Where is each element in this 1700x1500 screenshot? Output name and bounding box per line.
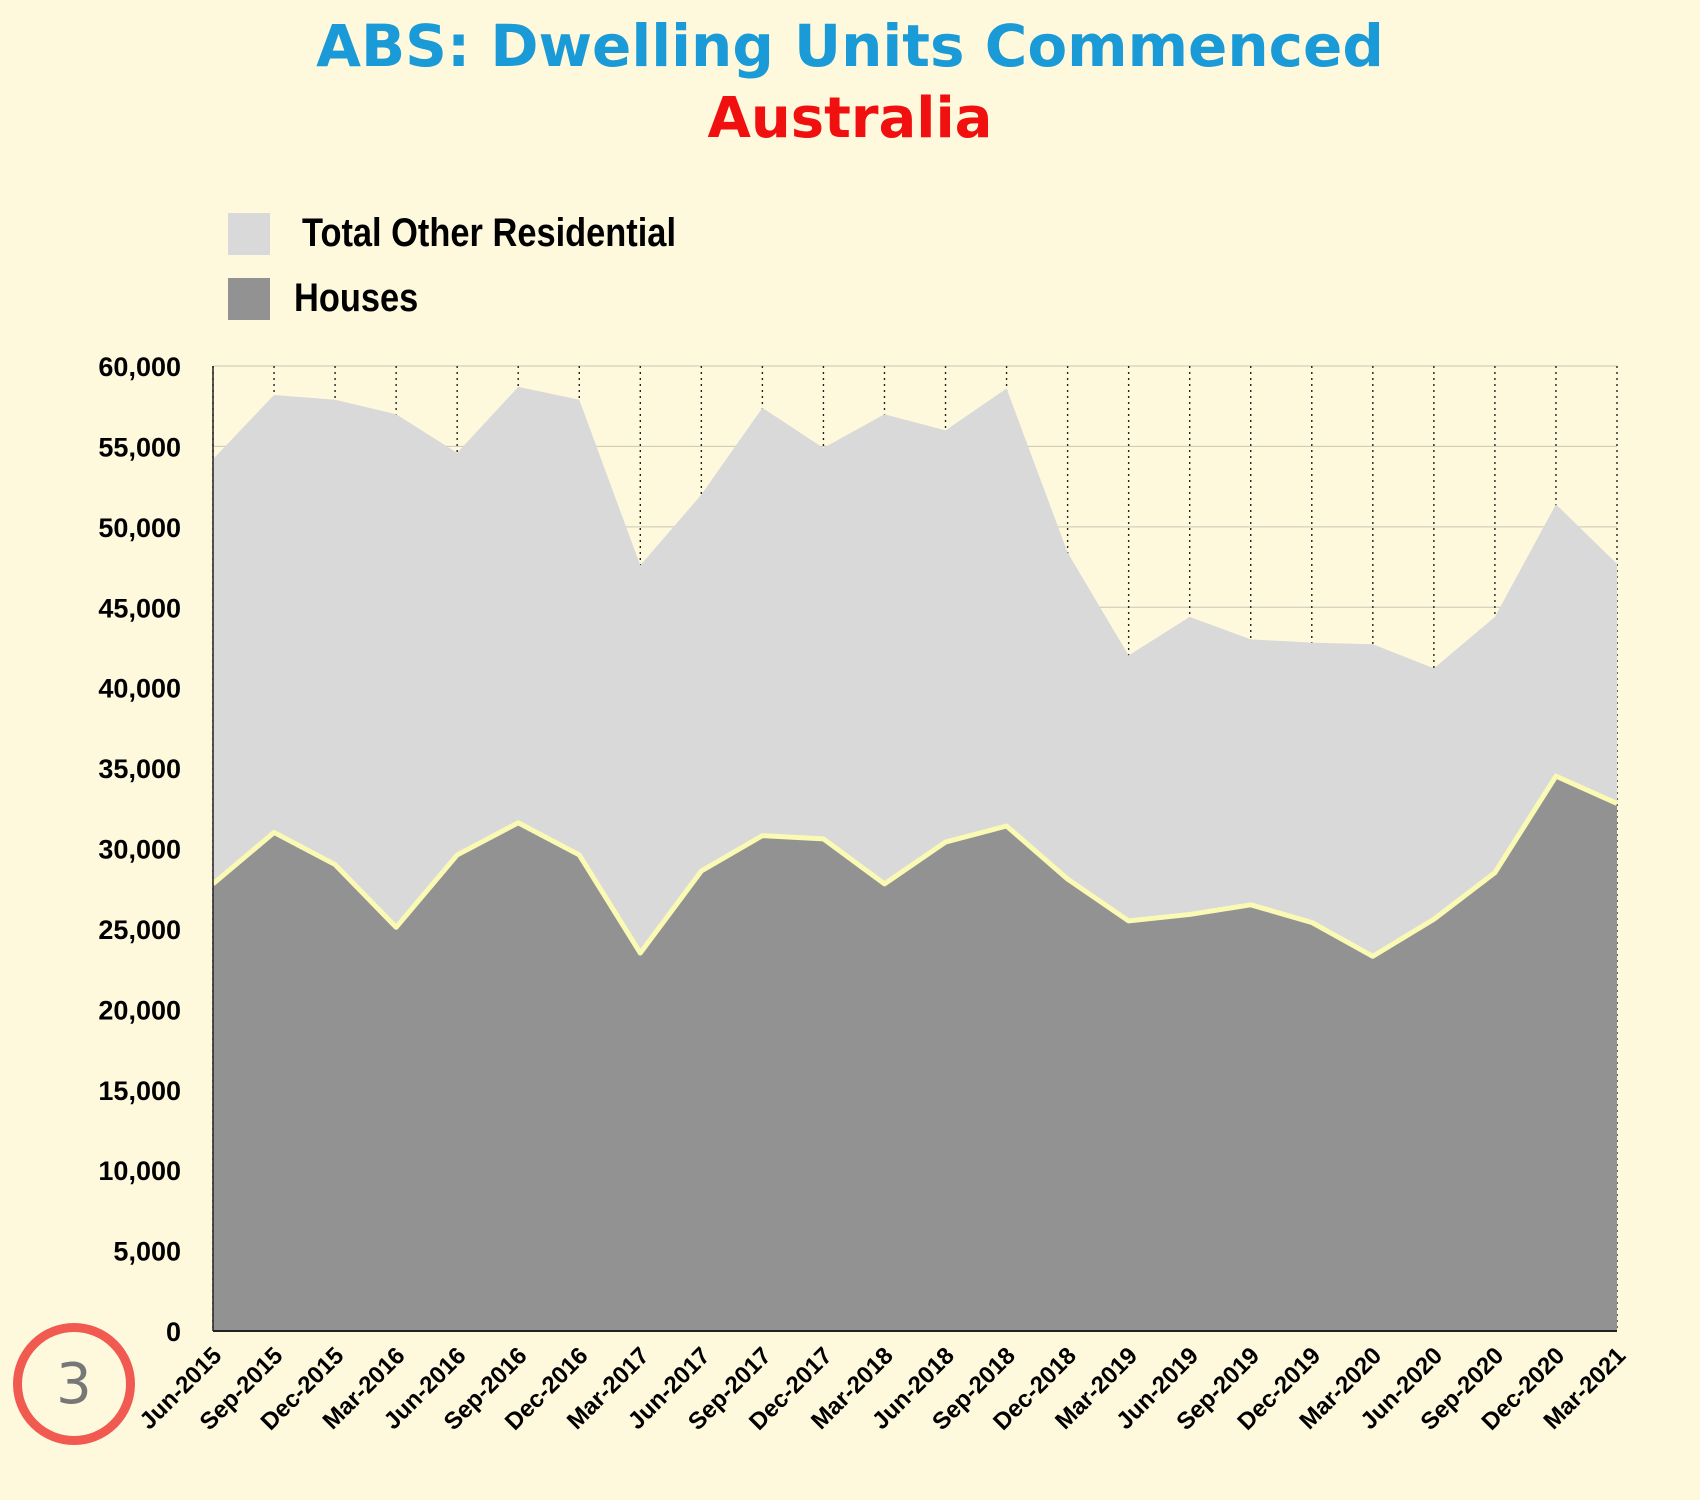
y-tick-label-8: 40,000 xyxy=(98,674,181,704)
series-houses-area xyxy=(213,776,1617,1331)
x-axis-ticks: Jun-2015Sep-2015Dec-2015Mar-2016Jun-2016… xyxy=(135,1342,1632,1436)
legend-swatch-houses xyxy=(228,277,270,320)
y-tick-label-12: 60,000 xyxy=(98,352,181,382)
legend-swatch-total-other-residential xyxy=(228,212,270,255)
legend-label-houses: Houses xyxy=(294,276,419,320)
y-tick-label-11: 55,000 xyxy=(98,432,181,462)
y-tick-label-0: 0 xyxy=(166,1317,181,1347)
page-number-badge: 3 xyxy=(13,1323,135,1445)
y-tick-label-7: 35,000 xyxy=(98,754,181,784)
legend-item-houses: Houses xyxy=(228,276,439,321)
axes xyxy=(212,366,1617,1332)
area-layer xyxy=(211,386,1619,1331)
y-tick-label-5: 25,000 xyxy=(98,915,181,945)
y-tick-label-1: 5,000 xyxy=(113,1237,181,1267)
y-tick-label-10: 50,000 xyxy=(98,513,181,543)
series-houses-line xyxy=(211,773,1619,959)
chart-subtitle: Australia xyxy=(707,86,993,151)
chart-title: ABS: Dwelling Units Commenced xyxy=(316,12,1384,80)
y-tick-label-2: 10,000 xyxy=(98,1156,181,1186)
y-tick-label-4: 20,000 xyxy=(98,995,181,1025)
legend-item-total-other-residential: Total Other Residential xyxy=(228,211,737,256)
y-axis-ticks: 0 5,000 10,000 15,000 20,000 25,000 30,000 35,0… xyxy=(98,352,181,1347)
y-tick-label-3: 15,000 xyxy=(98,1076,181,1106)
legend-label-total-other-residential: Total Other Residential xyxy=(302,211,677,255)
y-tick-label-9: 45,000 xyxy=(98,593,181,623)
y-tick-label-6: 30,000 xyxy=(98,835,181,865)
